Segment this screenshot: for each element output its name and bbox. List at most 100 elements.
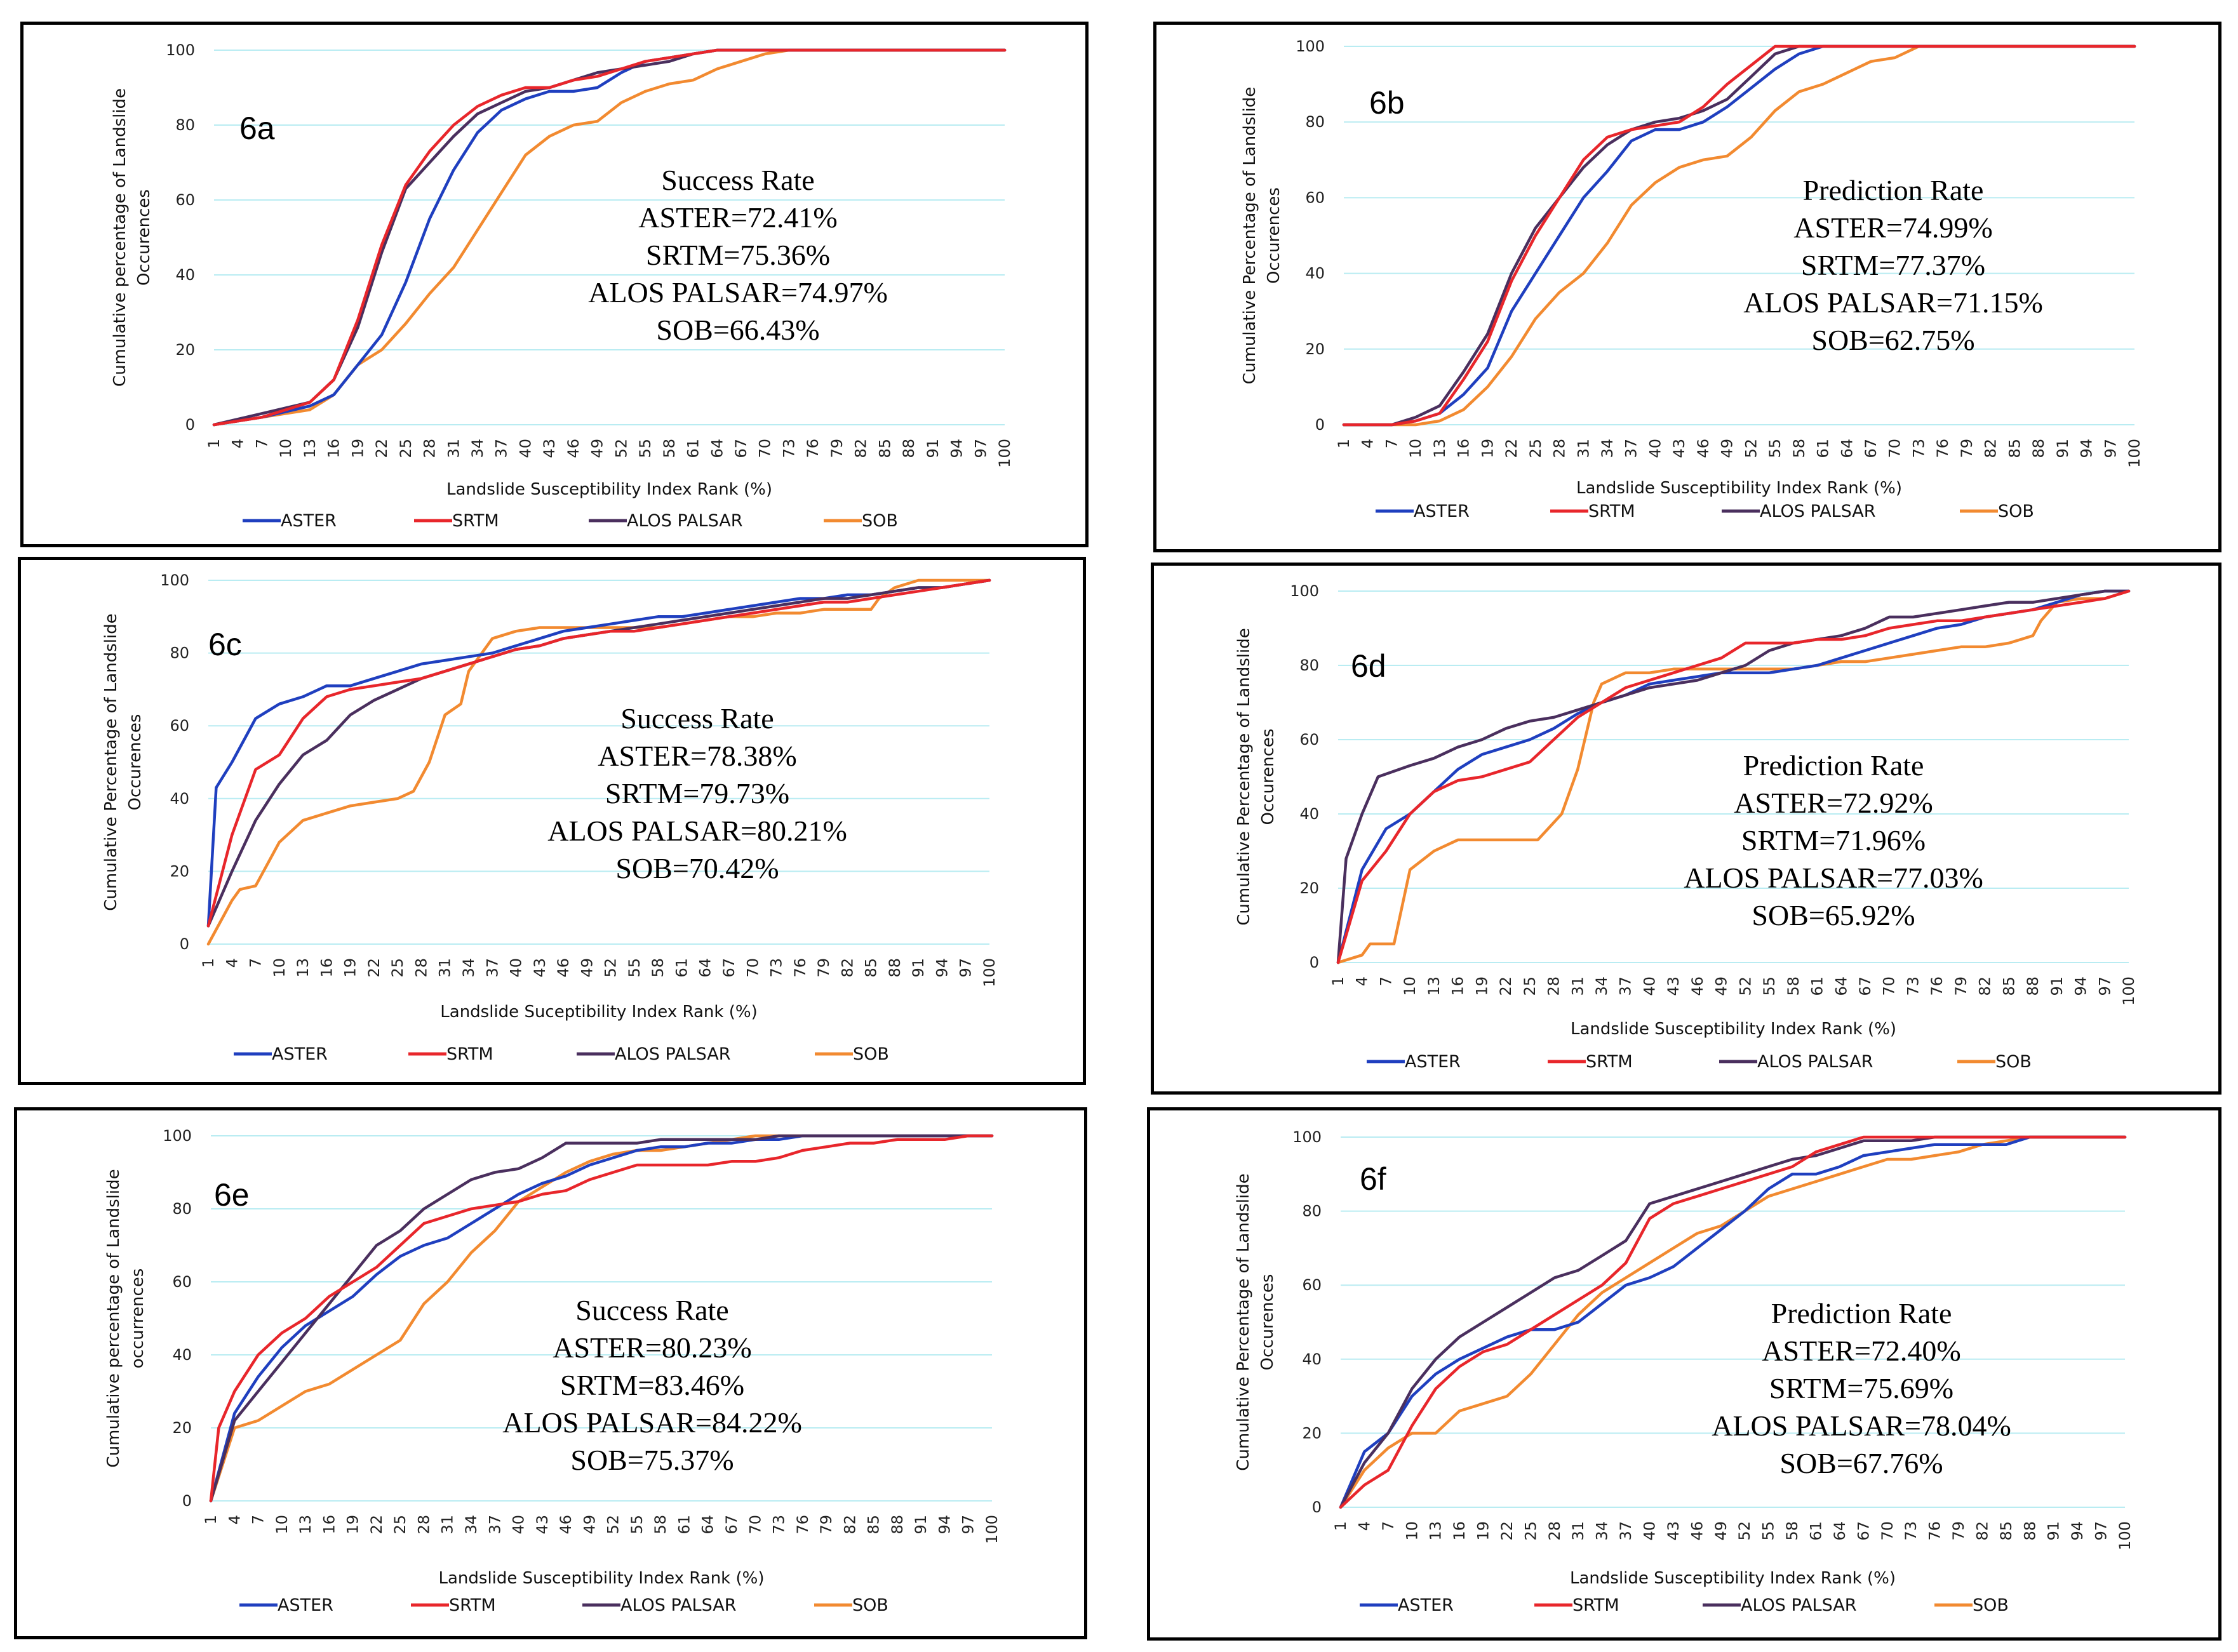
x-tick-label: 64 <box>1838 439 1856 458</box>
x-tick-label: 85 <box>1997 1521 2015 1541</box>
y-axis-label: Cumulative percentage of Landslide <box>111 88 130 387</box>
rate-value: SOB=62.75% <box>1811 324 1974 356</box>
x-tick-label: 10 <box>1403 1521 1421 1541</box>
x-tick-label: 7 <box>250 1515 267 1524</box>
series-line-srtm <box>1342 44 2136 427</box>
x-tick-label: 52 <box>1742 439 1760 458</box>
x-tick-label: 64 <box>699 1515 717 1535</box>
x-tick-label: 1 <box>1329 976 1347 986</box>
x-tick-label: 1 <box>1335 439 1353 448</box>
x-tick-label: 61 <box>1809 976 1826 996</box>
rate-title: Success Rate <box>620 702 774 735</box>
rate-value: ALOS PALSAR=84.22% <box>502 1406 802 1439</box>
x-tick-label: 85 <box>862 958 880 978</box>
panel-label: 6f <box>1360 1161 1386 1197</box>
chart-svg-6a: 0 20 40 60 80 100 1 4 7 10 13 16 19 22 25 28 31 34 37 40 43 4… <box>111 41 1014 531</box>
y-axis-label: Occurences <box>1264 187 1283 284</box>
legend-label: ASTER <box>1405 1052 1461 1072</box>
x-tick-label: 85 <box>865 1515 883 1535</box>
y-tick-label: 80 <box>170 644 189 662</box>
x-tick-label: 88 <box>888 1515 906 1535</box>
x-tick-label: 4 <box>223 958 241 968</box>
x-tick-label: 7 <box>1383 439 1400 448</box>
x-tick-label: 88 <box>2030 439 2047 458</box>
legend-label: ALOS PALSAR <box>1741 1595 1856 1615</box>
y-tick-label: 40 <box>170 790 189 808</box>
x-tick-label: 97 <box>957 958 975 978</box>
x-tick-label: 61 <box>1814 439 1832 458</box>
y-tick-label: 80 <box>172 1200 192 1218</box>
series-line-alos-palsar <box>212 48 1007 427</box>
x-tick-label: 37 <box>1623 439 1640 458</box>
x-tick-label: 34 <box>469 439 486 458</box>
x-tick-label: 22 <box>365 958 383 978</box>
x-tick-label: 100 <box>983 1515 1001 1544</box>
x-tick-label: 37 <box>1617 1521 1635 1541</box>
rate-value: ASTER=72.92% <box>1734 787 1933 819</box>
rate-value: ASTER=72.41% <box>638 201 837 234</box>
x-tick-label: 31 <box>439 1515 457 1535</box>
series-line-sob <box>206 578 991 946</box>
series-line-aster <box>1339 1135 2127 1509</box>
rate-value: SRTM=79.73% <box>605 777 789 809</box>
series-line-srtm <box>1339 1135 2127 1509</box>
series-line-aster <box>1336 589 2131 964</box>
rate-value: ALOS PALSAR=77.03% <box>1684 862 1983 894</box>
x-tick-label: 58 <box>652 1515 669 1535</box>
x-tick-label: 70 <box>1886 439 1904 458</box>
x-tick-label: 25 <box>1527 439 1544 458</box>
x-tick-label: 97 <box>2096 976 2114 996</box>
x-tick-label: 64 <box>697 958 714 978</box>
x-tick-label: 58 <box>1785 976 1802 996</box>
x-tick-label: 37 <box>493 439 511 458</box>
series-line-aster <box>212 48 1007 427</box>
legend-label: SRTM <box>446 1044 493 1064</box>
y-axis-label: occurrences <box>128 1269 147 1369</box>
rate-value: ASTER=78.38% <box>598 740 796 772</box>
x-tick-label: 67 <box>1854 1521 1872 1541</box>
legend-label: ASTER <box>1398 1595 1454 1615</box>
x-tick-label: 19 <box>1473 976 1491 996</box>
x-tick-label: 19 <box>1478 439 1496 458</box>
x-tick-label: 73 <box>1902 1521 1920 1541</box>
legend-label: SRTM <box>449 1595 496 1615</box>
x-tick-label: 4 <box>229 439 247 448</box>
y-tick-label: 0 <box>1315 416 1325 434</box>
x-tick-label: 49 <box>1719 439 1736 458</box>
x-tick-label: 22 <box>373 439 391 458</box>
x-tick-label: 73 <box>770 1515 788 1535</box>
x-axis-label: Landslide Susceptibility Index Rank (%) <box>439 1569 765 1588</box>
x-tick-label: 52 <box>602 958 620 978</box>
x-tick-label: 55 <box>1760 1521 1778 1541</box>
legend-label: SRTM <box>1572 1595 1619 1615</box>
x-tick-label: 91 <box>912 1515 930 1535</box>
x-tick-label: 55 <box>628 1515 646 1535</box>
x-tick-label: 82 <box>1973 1521 1991 1541</box>
x-tick-label: 1 <box>1332 1521 1350 1531</box>
y-axis-label: Occurences <box>126 714 145 811</box>
y-axis-label: Cumulative Percentage of Landslide <box>1235 628 1254 925</box>
y-tick-label: 40 <box>172 1346 192 1364</box>
panel-label: 6c <box>208 627 242 662</box>
y-tick-label: 60 <box>1305 189 1325 206</box>
x-tick-label: 64 <box>708 439 726 458</box>
series-line-srtm <box>212 48 1007 427</box>
x-tick-label: 1 <box>205 439 223 448</box>
x-tick-label: 10 <box>273 1515 291 1535</box>
legend-label: SRTM <box>452 511 499 531</box>
x-tick-label: 43 <box>1665 1521 1682 1541</box>
legend-label: SOB <box>1973 1595 2009 1615</box>
x-tick-label: 1 <box>199 958 217 968</box>
y-tick-label: 80 <box>175 116 195 134</box>
x-tick-label: 100 <box>2126 439 2143 468</box>
x-tick-label: 13 <box>297 1515 314 1535</box>
x-tick-label: 4 <box>1355 1521 1373 1531</box>
legend-label: SRTM <box>1586 1052 1633 1072</box>
rate-value: ALOS PALSAR=71.15% <box>1743 286 2043 319</box>
legend-label: SOB <box>853 1044 889 1064</box>
y-tick-label: 60 <box>170 717 189 735</box>
x-tick-label: 82 <box>838 958 856 978</box>
x-tick-label: 61 <box>673 958 690 978</box>
x-tick-label: 16 <box>325 439 343 458</box>
